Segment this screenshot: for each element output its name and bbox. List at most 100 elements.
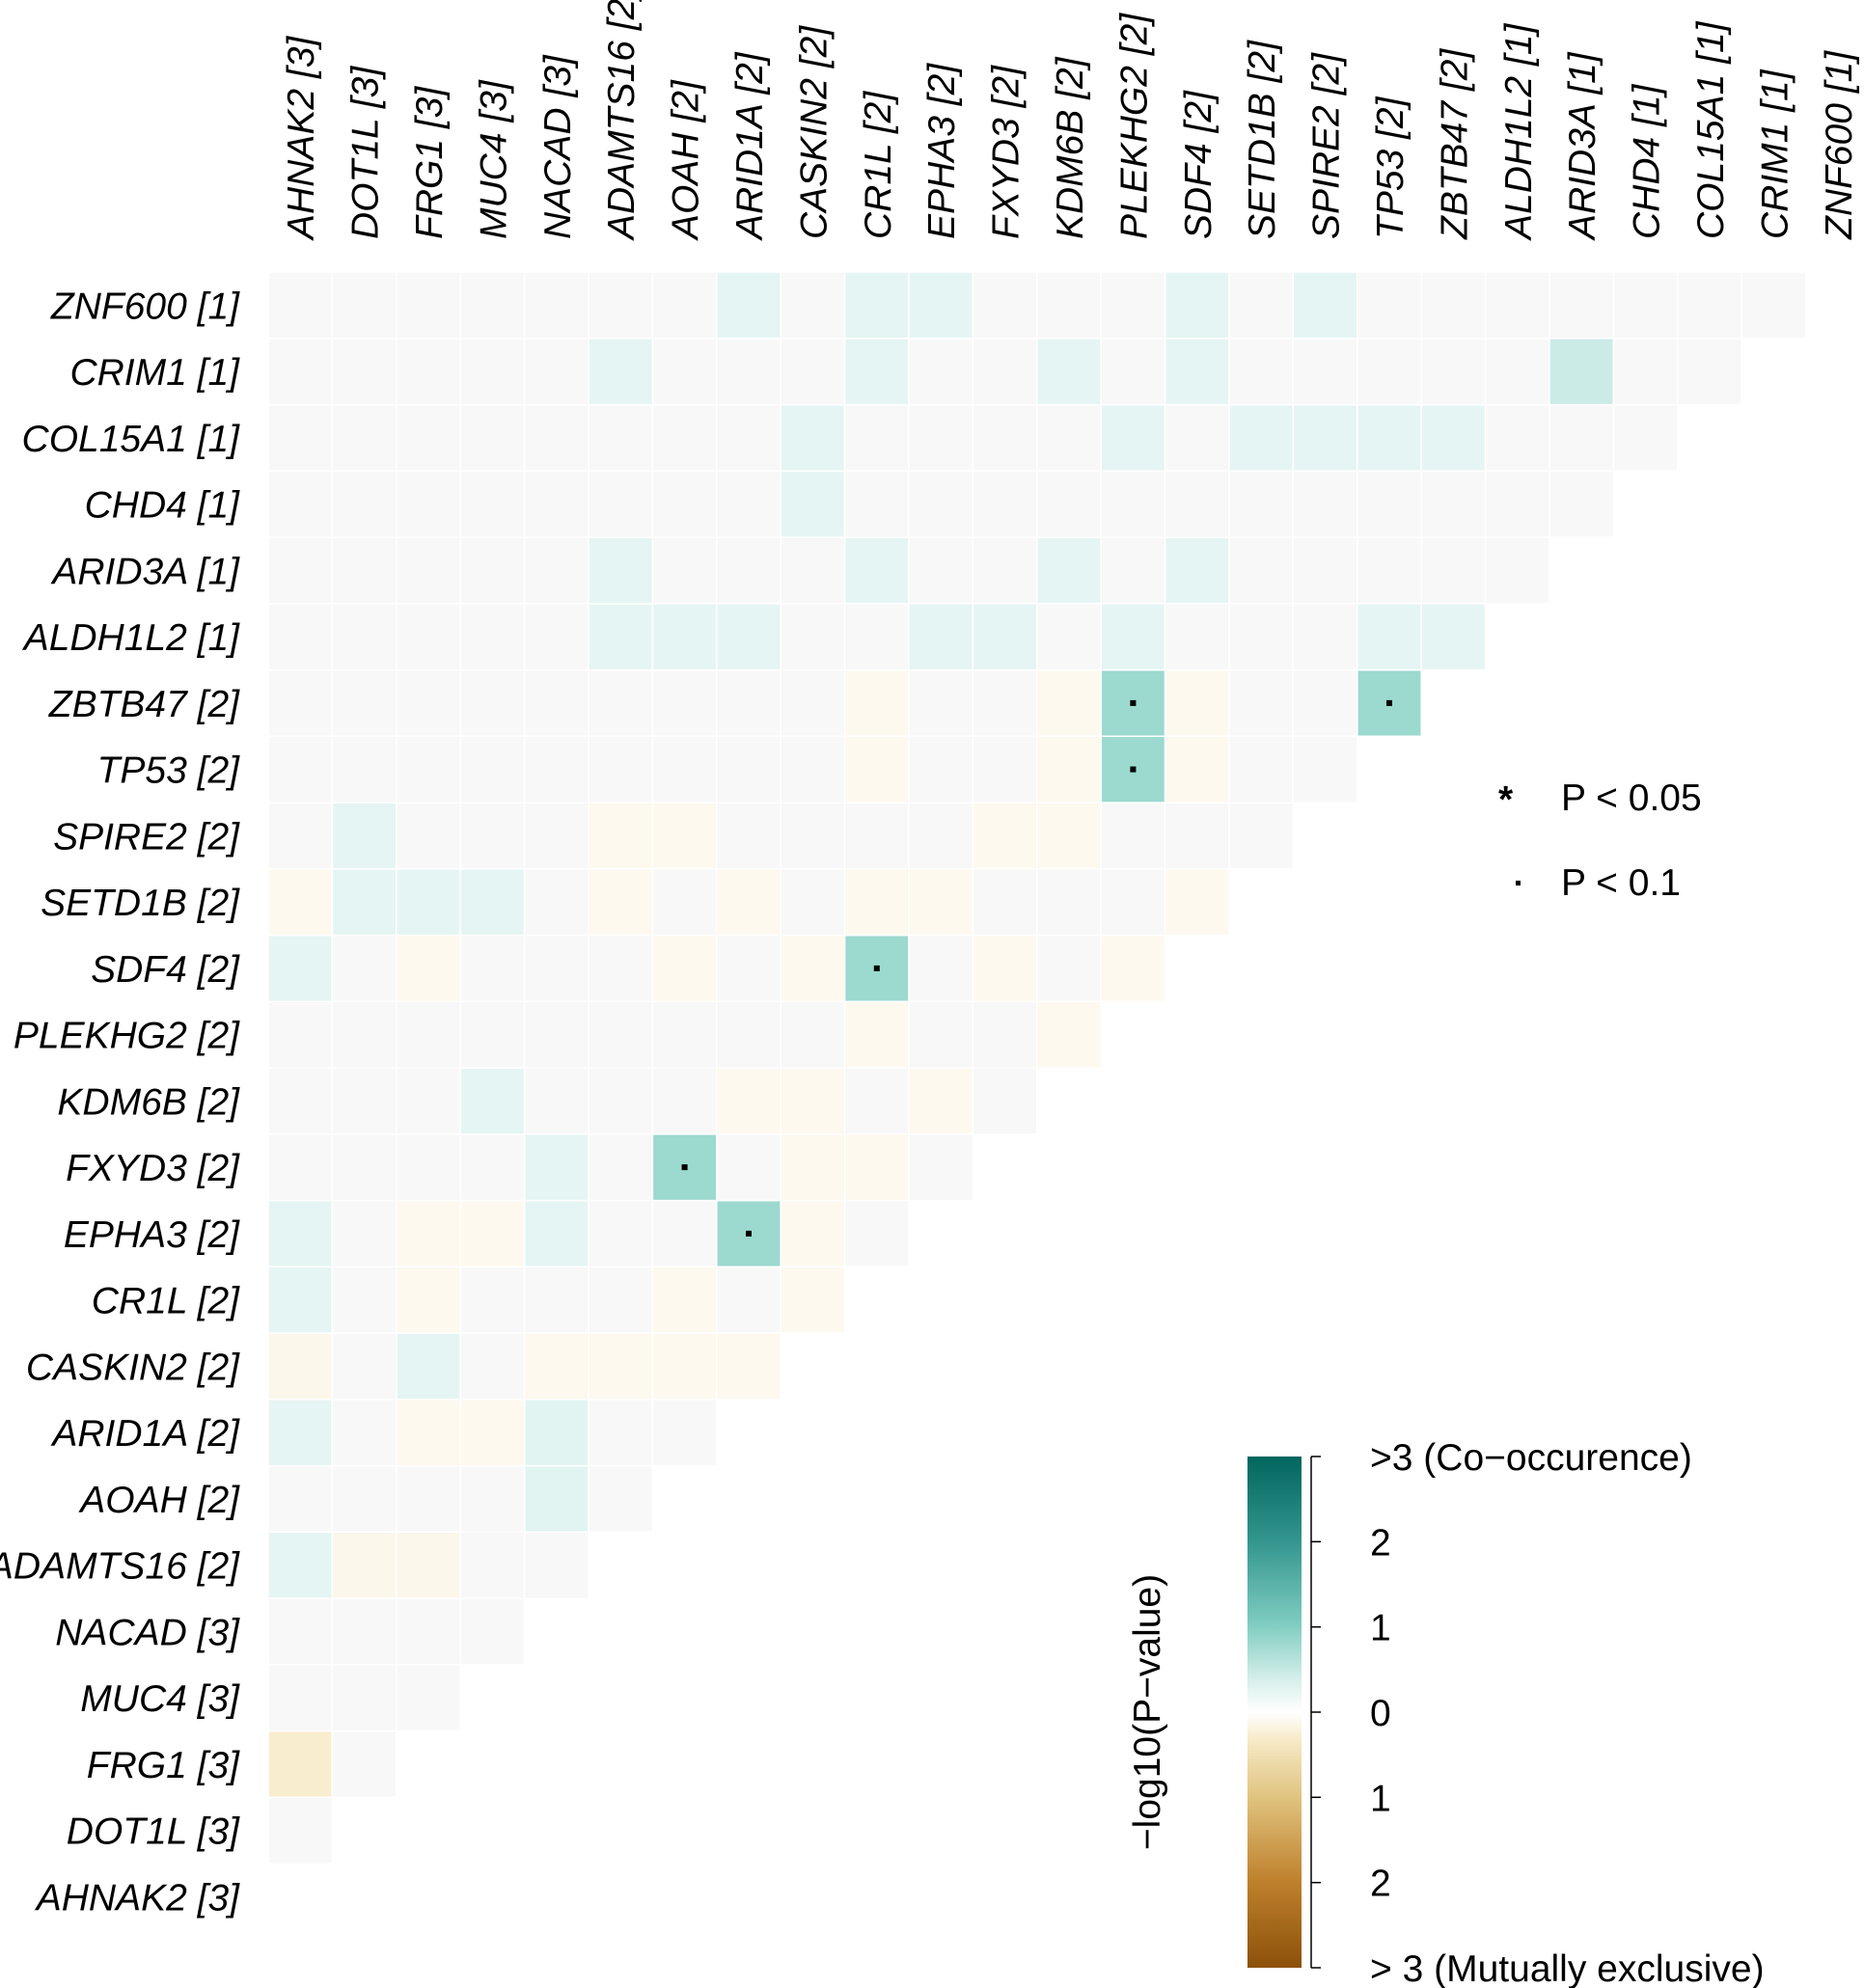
heatmap-cell — [651, 536, 718, 605]
heatmap-cell — [267, 802, 334, 870]
heatmap-cell — [651, 603, 718, 671]
row-label: SETD1B [2] — [41, 883, 240, 924]
colorbar-tick-label: 1 — [1370, 1608, 1391, 1649]
heatmap-cell — [588, 403, 654, 473]
heatmap-cell — [1164, 802, 1230, 870]
heatmap-cell — [267, 934, 334, 1003]
heatmap-cell — [523, 603, 589, 671]
heatmap-cell — [908, 338, 974, 406]
heatmap-cell — [267, 536, 334, 605]
heatmap-cell — [267, 1199, 334, 1268]
column-label: PLEKHG2 [2] — [1113, 13, 1155, 239]
row-label: PLEKHG2 [2] — [14, 1016, 240, 1057]
heatmap-cell — [1164, 536, 1230, 605]
row-label: CASKIN2 [2] — [26, 1347, 240, 1388]
heatmap-cell — [396, 470, 461, 538]
heatmap-cell — [267, 403, 334, 473]
heatmap-cell — [1549, 403, 1615, 473]
legend-star-symbol: * — [1498, 779, 1514, 821]
heatmap-cell — [780, 735, 846, 803]
heatmap-cell — [331, 338, 397, 406]
heatmap-cell — [523, 1067, 589, 1135]
heatmap-cell — [459, 271, 526, 340]
heatmap-cell — [780, 668, 846, 738]
heatmap-cell — [1100, 802, 1166, 870]
column-label: ALDH1L2 [1] — [1498, 23, 1540, 241]
heatmap-cell — [908, 536, 974, 605]
row-label: ZBTB47 [2] — [48, 684, 240, 725]
heatmap-cell — [1357, 338, 1422, 406]
heatmap-cell — [651, 1000, 718, 1069]
heatmap-cell — [588, 338, 654, 406]
heatmap-cell — [1549, 338, 1615, 406]
heatmap-cell — [780, 470, 846, 538]
heatmap-cell — [588, 271, 654, 340]
heatmap-cell — [908, 802, 974, 870]
column-label: FRG1 [3] — [409, 86, 451, 239]
heatmap-cell — [331, 470, 397, 538]
heatmap-cell — [972, 868, 1038, 937]
heatmap-cell — [459, 1266, 526, 1334]
heatmap-cell — [523, 1399, 589, 1467]
heatmap-cell — [588, 1464, 654, 1534]
column-label: CR1L [2] — [858, 91, 899, 239]
heatmap-cell — [331, 1597, 397, 1666]
row-label: DOT1L [3] — [67, 1811, 240, 1853]
heatmap-cell — [267, 271, 334, 340]
colorbar-ticks: >3 (Co−occurence) 2 1 0 1 2 > 3 (Mutually excl… — [1310, 1437, 1765, 1988]
heatmap-cell — [588, 735, 654, 803]
heatmap-cell — [1036, 338, 1102, 406]
significance-dot — [1130, 766, 1137, 773]
heatmap-cell — [1036, 403, 1102, 473]
row-label: CHD4 [1] — [85, 485, 241, 527]
heatmap-cell — [780, 934, 846, 1003]
heatmap-cell — [716, 802, 781, 870]
heatmap-cell — [523, 802, 589, 870]
heatmap-cell — [396, 1199, 461, 1268]
heatmap-cell — [523, 470, 589, 538]
heatmap-cell — [1612, 338, 1679, 406]
heatmap-cell — [1228, 802, 1295, 870]
heatmap-cell — [843, 271, 910, 340]
row-label: SDF4 [2] — [91, 949, 240, 991]
legend-dot-symbol — [1516, 881, 1521, 885]
heatmap-cell — [396, 1067, 461, 1135]
heatmap-cell — [459, 1067, 526, 1135]
colorbar-tick-label: >3 (Co−occurence) — [1370, 1437, 1692, 1479]
column-labels: AHNAK2 [3] DOT1L [3] FRG1 [3] MUC4 [3] NACAD… — [281, 0, 1860, 241]
heatmap-cell — [780, 1199, 846, 1268]
significance-dot — [746, 1230, 752, 1237]
legend-dot-label: P < 0.1 — [1561, 862, 1681, 904]
heatmap-cell — [972, 802, 1038, 870]
row-label: FXYD3 [2] — [66, 1148, 240, 1189]
heatmap-cell — [588, 1332, 654, 1401]
heatmap-cell — [1292, 735, 1358, 803]
heatmap-cell — [267, 1664, 334, 1732]
heatmap-cell — [1100, 271, 1166, 340]
heatmap-cell — [1420, 338, 1487, 406]
heatmap-cell — [588, 934, 654, 1003]
heatmap-cell — [459, 934, 526, 1003]
heatmap-cell — [1292, 536, 1358, 605]
column-label: SDF4 [2] — [1178, 90, 1220, 239]
heatmap-cell — [651, 1332, 718, 1401]
heatmap-cell — [908, 403, 974, 473]
heatmap-cell — [331, 1000, 397, 1069]
heatmap-cell — [331, 1399, 397, 1467]
significance-dot — [681, 1164, 688, 1171]
heatmap-cell — [331, 536, 397, 605]
column-label: AOAH [2] — [666, 79, 707, 241]
heatmap-cell — [396, 1399, 461, 1467]
heatmap-cell — [972, 934, 1038, 1003]
heatmap-cell — [1036, 802, 1102, 870]
heatmap-cell — [396, 668, 461, 738]
heatmap-cell — [523, 1332, 589, 1401]
colorbar-tick-label: 2 — [1370, 1864, 1391, 1905]
heatmap-cell — [267, 1531, 334, 1599]
heatmap-cell — [1292, 338, 1358, 406]
heatmap-cell — [1036, 1000, 1102, 1069]
heatmap-cell — [1036, 934, 1102, 1003]
heatmap-cell — [459, 403, 526, 473]
heatmap-cell — [588, 802, 654, 870]
heatmap-cell — [459, 1199, 526, 1268]
